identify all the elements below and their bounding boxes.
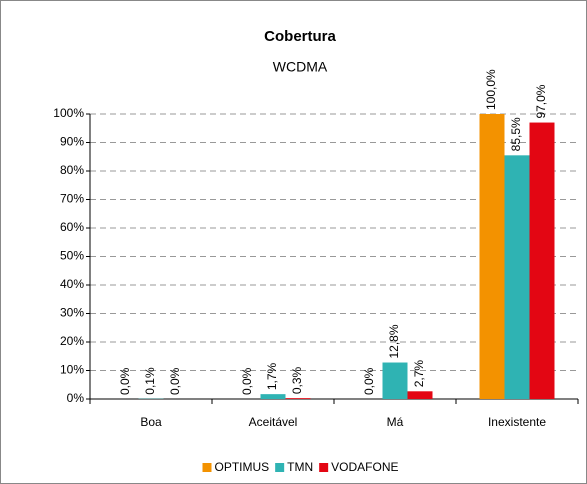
y-tick-label: 0% [67,391,85,405]
value-label: 0,0% [362,367,376,395]
y-tick-label: 40% [60,277,84,291]
bar [285,398,311,399]
y-tick-label: 50% [60,249,84,263]
legend-label: OPTIMUS [214,460,269,474]
y-tick-label: 30% [60,306,84,320]
y-tick-label: 60% [60,220,84,234]
y-tick-label: 80% [60,163,84,177]
value-label: 12,8% [387,324,401,358]
chart-title: Cobertura [264,28,336,45]
value-label: 0,0% [168,367,182,395]
x-tick-label: Boa [140,415,162,429]
legend-swatch [275,463,285,472]
value-label: 85,5% [509,117,523,151]
bar [479,114,505,399]
value-label: 100,0% [484,69,498,110]
x-tick-label: Aceitável [249,415,298,429]
legend-swatch [202,463,212,472]
y-tick-label: 10% [60,363,84,377]
value-label: 0,0% [240,367,254,395]
y-tick-label: 100% [53,106,84,120]
y-tick-label: 70% [60,192,84,206]
x-tick-label: Má [387,415,404,429]
value-label: 2,7% [412,360,426,388]
y-tick-label: 90% [60,135,84,149]
value-label: 0,1% [143,367,157,395]
bar [407,391,433,399]
value-label: 0,3% [290,366,304,394]
bar [382,362,408,399]
value-label: 97,0% [534,84,548,118]
y-tick-label: 20% [60,334,84,348]
value-label: 1,7% [265,362,279,390]
bar [504,155,530,399]
legend-label: VODAFONE [331,460,398,474]
legend-label: TMN [287,460,313,474]
value-label: 0,0% [118,367,132,395]
legend-swatch [319,463,329,472]
bar [260,394,286,399]
chart-subtitle: WCDMA [273,59,328,75]
bar [529,122,555,400]
x-tick-label: Inexistente [488,415,546,429]
